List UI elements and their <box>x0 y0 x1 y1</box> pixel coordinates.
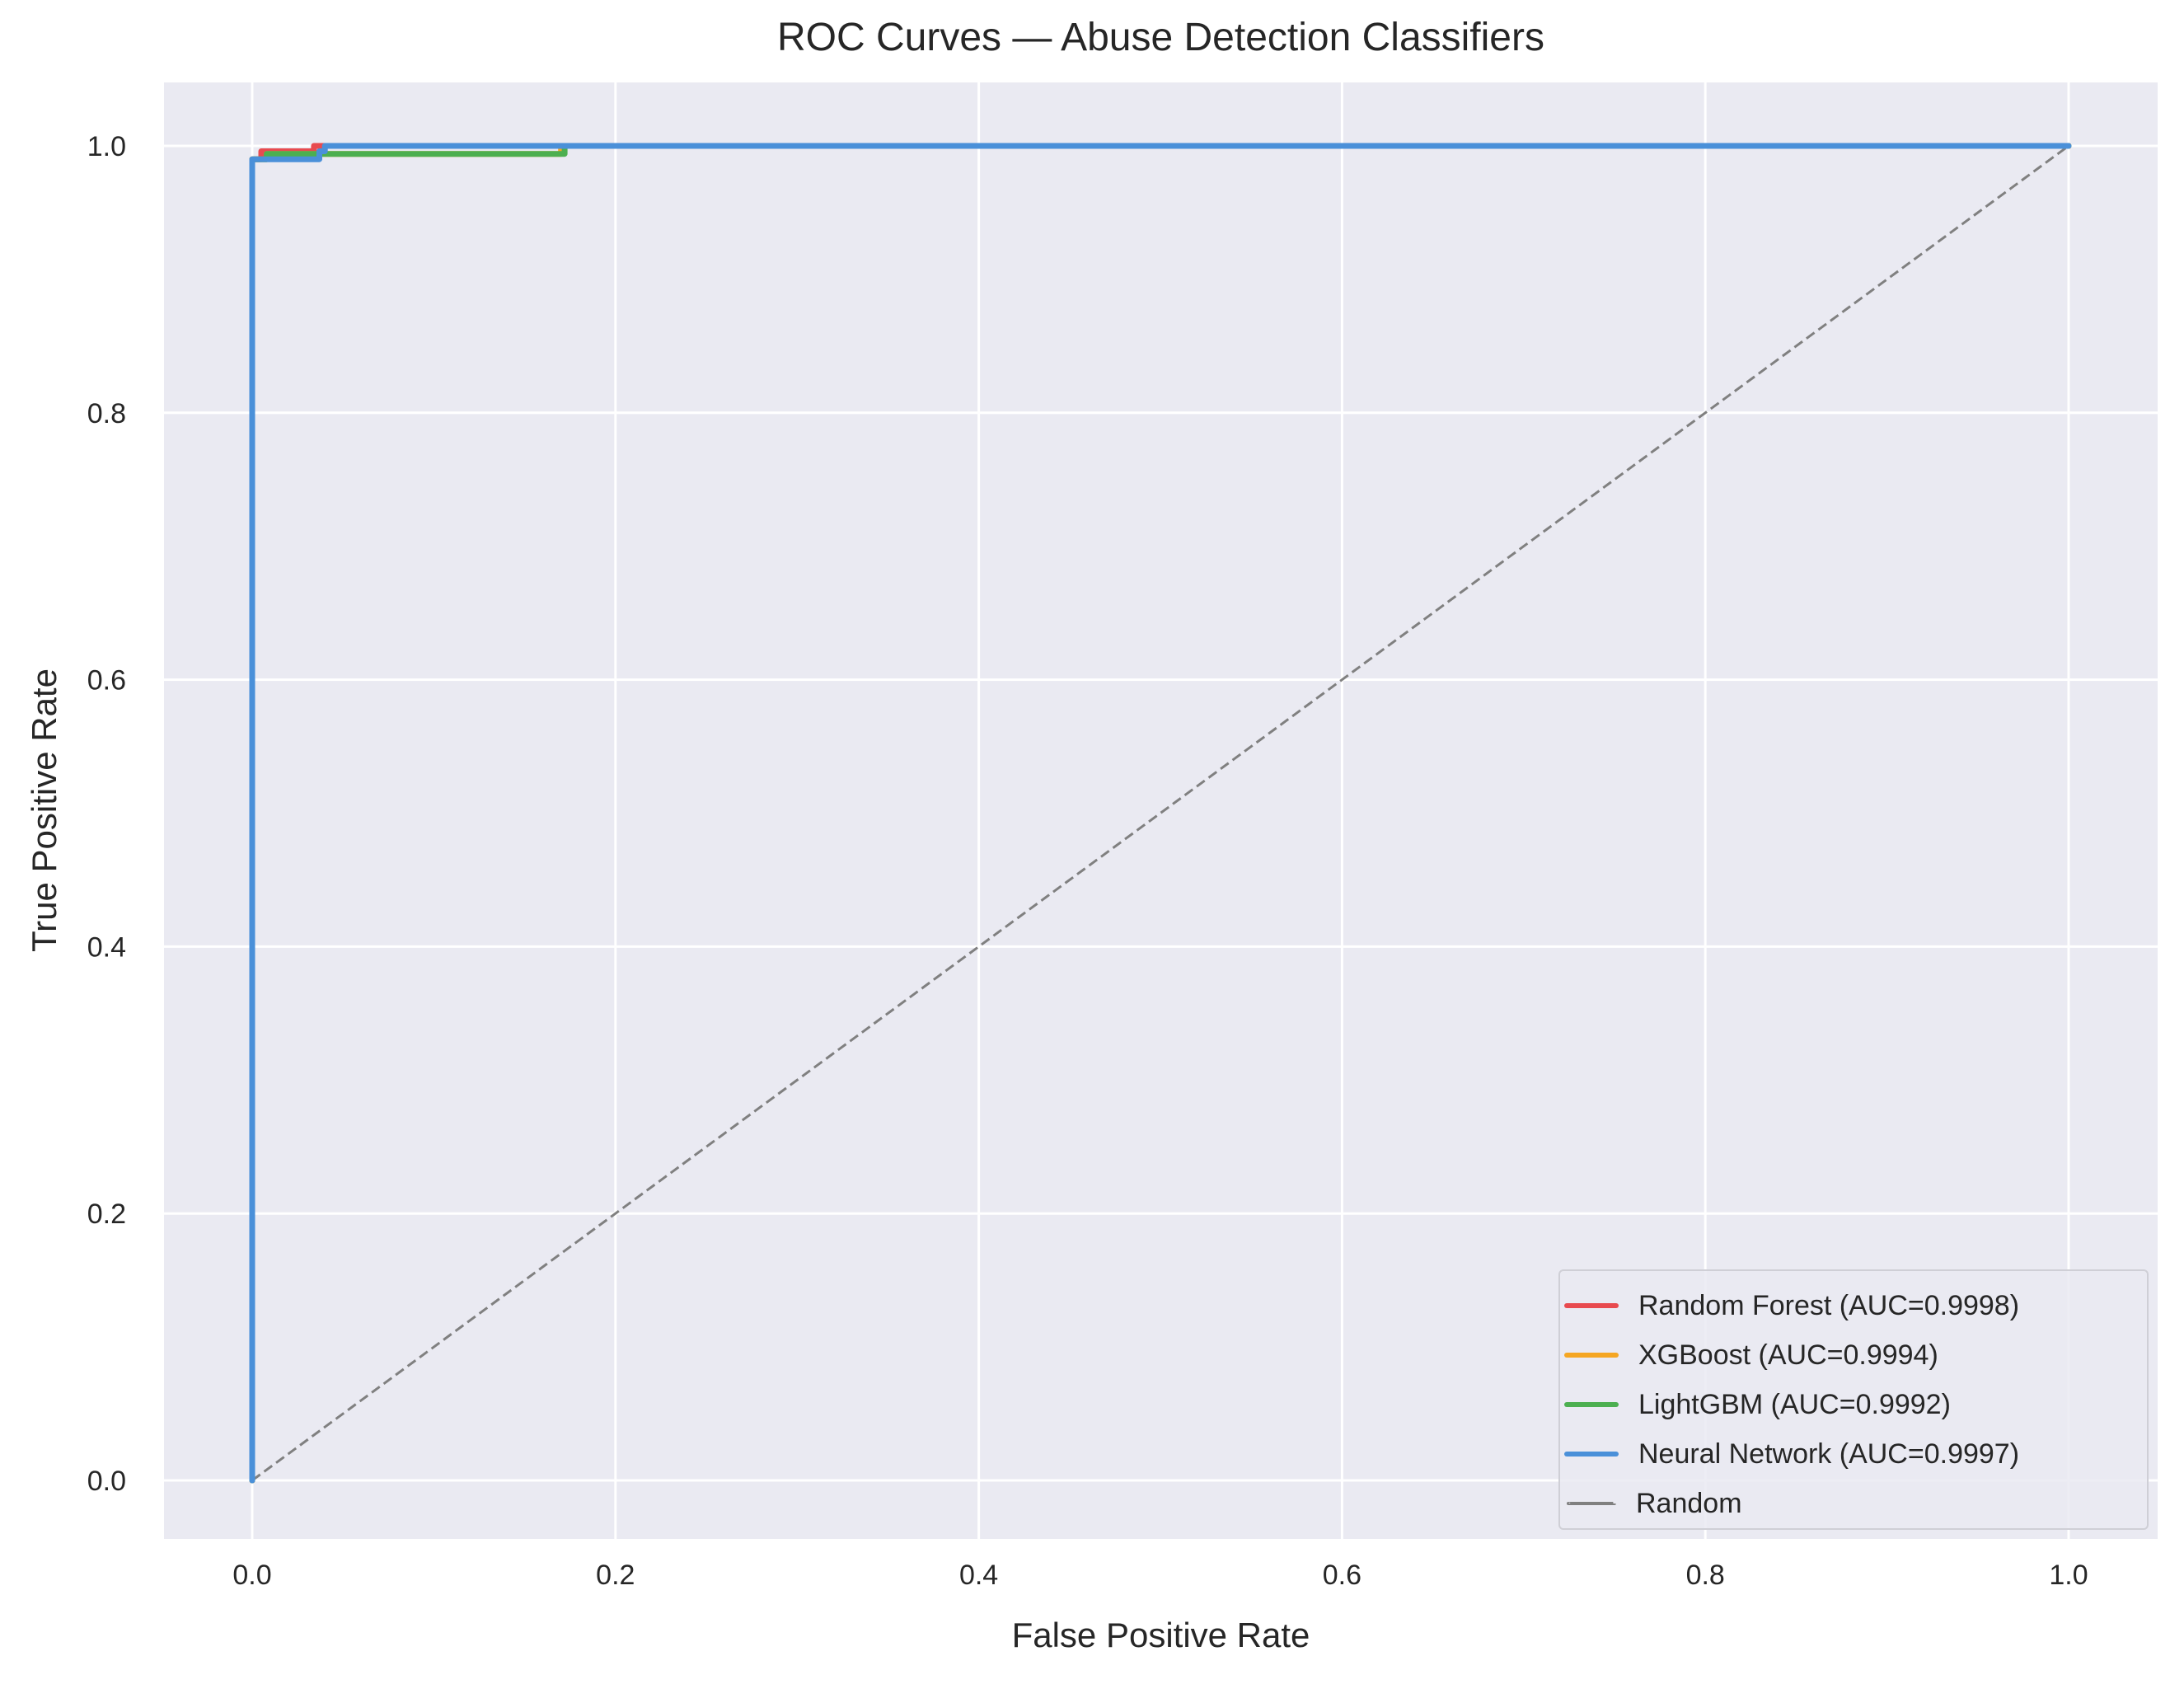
x-tick-label: 0.8 <box>1686 1560 1725 1591</box>
x-tick-label: 0.0 <box>232 1560 271 1591</box>
legend-swatch-icon <box>1564 1303 1619 1308</box>
legend-item: XGBoost (AUC=0.9994) <box>1560 1332 1938 1378</box>
legend-swatch-icon <box>1564 1353 1619 1358</box>
data-series <box>249 143 2072 1484</box>
legend-label: XGBoost (AUC=0.9994) <box>1638 1339 1938 1371</box>
y-tick-label: 0.0 <box>87 1466 126 1497</box>
x-tick-label: 0.6 <box>1323 1560 1361 1591</box>
legend-label: Random <box>1636 1487 1742 1519</box>
x-axis-label: False Positive Rate <box>1011 1616 1310 1654</box>
series-line-neural-network <box>249 143 2072 1484</box>
legend-label: Random Forest (AUC=0.9998) <box>1638 1289 2020 1321</box>
series-line-random <box>251 144 2069 1482</box>
legend-swatch-icon <box>1564 1402 1619 1407</box>
y-tick-label: 0.2 <box>87 1199 126 1230</box>
legend-item: Random Forest (AUC=0.9998) <box>1560 1283 2019 1329</box>
legend-item: Neural Network (AUC=0.9997) <box>1560 1431 2019 1477</box>
y-axis-label: True Positive Rate <box>25 668 63 952</box>
chart-title: ROC Curves — Abuse Detection Classifiers <box>777 16 1544 59</box>
legend-swatch-icon <box>1564 1452 1619 1456</box>
y-tick-label: 1.0 <box>87 131 126 162</box>
legend-swatch-icon <box>1567 1502 1616 1505</box>
y-tick-label: 0.8 <box>87 398 126 429</box>
legend-label: LightGBM (AUC=0.9992) <box>1638 1388 1951 1420</box>
legend: Random Forest (AUC=0.9998) XGBoost (AUC=0… <box>1558 1269 2149 1530</box>
y-tick-label: 0.6 <box>87 665 126 697</box>
legend-label: Neural Network (AUC=0.9997) <box>1638 1438 2020 1470</box>
y-tick-label: 0.4 <box>87 931 126 963</box>
x-tick-label: 0.4 <box>959 1560 998 1591</box>
legend-item: LightGBM (AUC=0.9992) <box>1560 1381 1951 1428</box>
legend-item: Random <box>1560 1480 1742 1527</box>
tick-labels: 0.0 0.2 0.4 0.6 0.8 1.0 0.0 0.2 0.4 0.6 0.8 1.0 <box>87 131 2088 1591</box>
x-tick-label: 0.2 <box>596 1560 635 1591</box>
x-tick-label: 1.0 <box>2049 1560 2088 1591</box>
